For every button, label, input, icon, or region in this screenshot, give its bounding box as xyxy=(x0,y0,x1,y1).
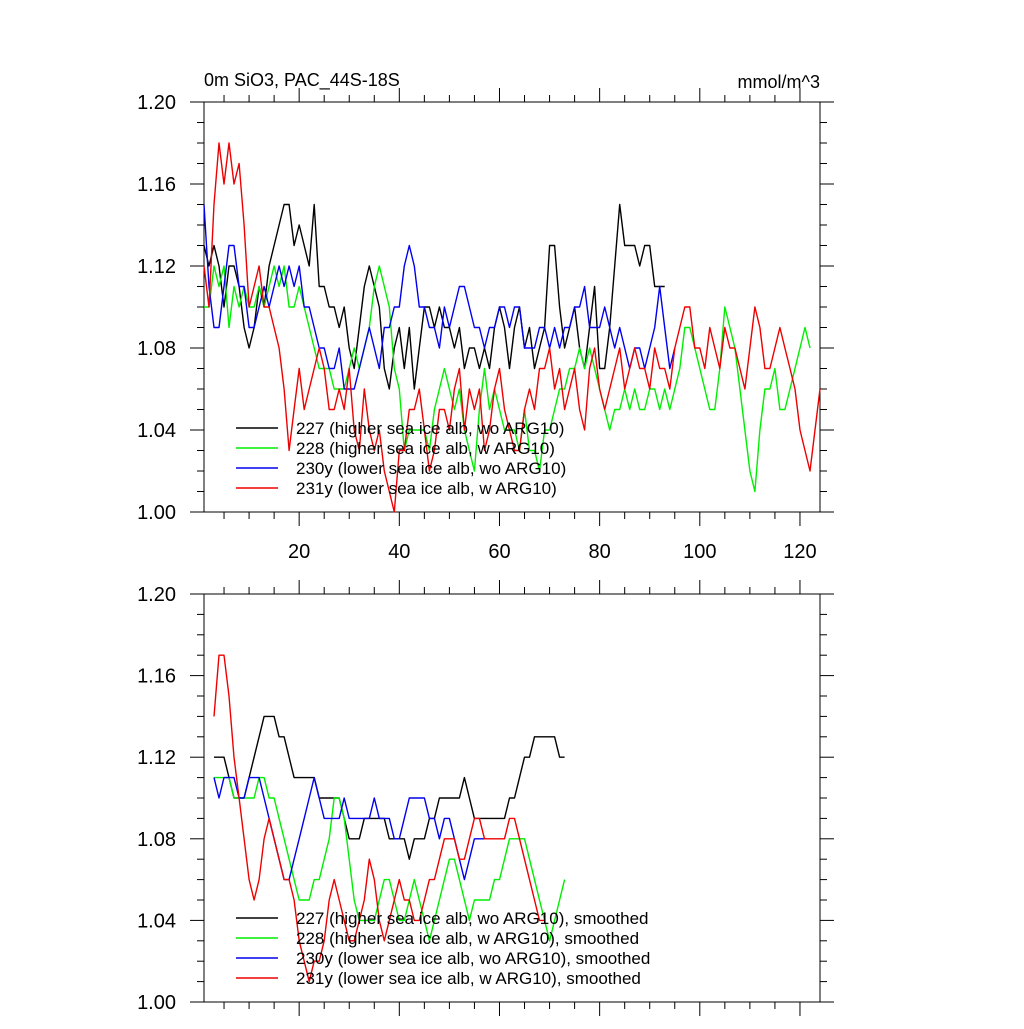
top-panel-series-line-2 xyxy=(203,204,676,390)
y-tick-label: 1.04 xyxy=(137,910,176,932)
bottom-panel-legend: 227 (higher sea ice alb, wo ARG10), smoo… xyxy=(236,909,650,988)
bottom-panel: 1.00 1.04 1.08 1.12 1.16 1.20 227 (higher sea… xyxy=(137,580,834,1016)
legend-label: 231y (lower sea ice alb, w ARG10), smoot… xyxy=(296,969,641,988)
y-tick-label: 1.16 xyxy=(137,666,176,688)
y-tick-label: 1.08 xyxy=(137,338,176,360)
top-panel-legend: 227 (higher sea ice alb, wo ARG10)228 (h… xyxy=(236,419,566,498)
x-tick-label: 20 xyxy=(288,541,310,563)
y-tick-label: 1.00 xyxy=(137,502,176,524)
x-tick-label: 80 xyxy=(589,541,611,563)
legend-label: 231y (lower sea ice alb, w ARG10) xyxy=(296,479,557,498)
bottom-panel-series-line-1 xyxy=(214,776,566,942)
bottom-panel-series-line-0 xyxy=(214,715,565,860)
top-panel-series xyxy=(203,142,821,513)
bottom-panel-series xyxy=(213,654,566,983)
legend-label: 230y (lower sea ice alb, wo ARG10), smoo… xyxy=(296,949,650,968)
top-panel-title: 0m SiO3, PAC_44S-18S xyxy=(204,70,400,91)
bottom-panel-series-line-3 xyxy=(213,654,545,983)
y-tick-label: 1.20 xyxy=(137,584,176,606)
x-tick-label: 40 xyxy=(388,541,410,563)
y-tick-label: 1.12 xyxy=(137,747,176,769)
top-panel-series-line-1 xyxy=(204,265,811,493)
y-tick-label: 1.16 xyxy=(137,174,176,196)
legend-label: 228 (higher sea ice alb, w ARG10), smoot… xyxy=(296,929,639,948)
legend-label: 228 (higher sea ice alb, w ARG10) xyxy=(296,439,555,458)
legend-label: 227 (higher sea ice alb, wo ARG10) xyxy=(296,419,564,438)
bottom-panel-x-axis xyxy=(223,580,801,1016)
x-tick-label: 120 xyxy=(783,541,816,563)
y-tick-label: 1.00 xyxy=(137,992,176,1014)
top-panel-x-axis: 20 40 60 80 100 120 xyxy=(223,88,817,563)
y-tick-label: 1.08 xyxy=(137,829,176,851)
y-tick-label: 1.12 xyxy=(137,256,176,278)
x-tick-label: 60 xyxy=(488,541,510,563)
top-panel-series-line-3 xyxy=(203,142,821,513)
top-panel-units: mmol/m^3 xyxy=(738,72,820,92)
y-tick-label: 1.04 xyxy=(137,420,176,442)
legend-label: 230y (lower sea ice alb, wo ARG10) xyxy=(296,459,566,478)
bottom-panel-y-axis: 1.00 1.04 1.08 1.12 1.16 1.20 xyxy=(137,584,834,1014)
top-panel: 0m SiO3, PAC_44S-18S mmol/m^3 1.001.041.… xyxy=(137,70,834,563)
bottom-panel-series-line-2 xyxy=(213,776,485,881)
top-panel-y-axis: 1.00 1.04 1.08 1.12 1.16 1.20 xyxy=(137,92,834,524)
legend-label: 227 (higher sea ice alb, wo ARG10), smoo… xyxy=(296,909,648,928)
x-tick-label: 100 xyxy=(683,541,716,563)
y-tick-label: 1.20 xyxy=(137,92,176,114)
